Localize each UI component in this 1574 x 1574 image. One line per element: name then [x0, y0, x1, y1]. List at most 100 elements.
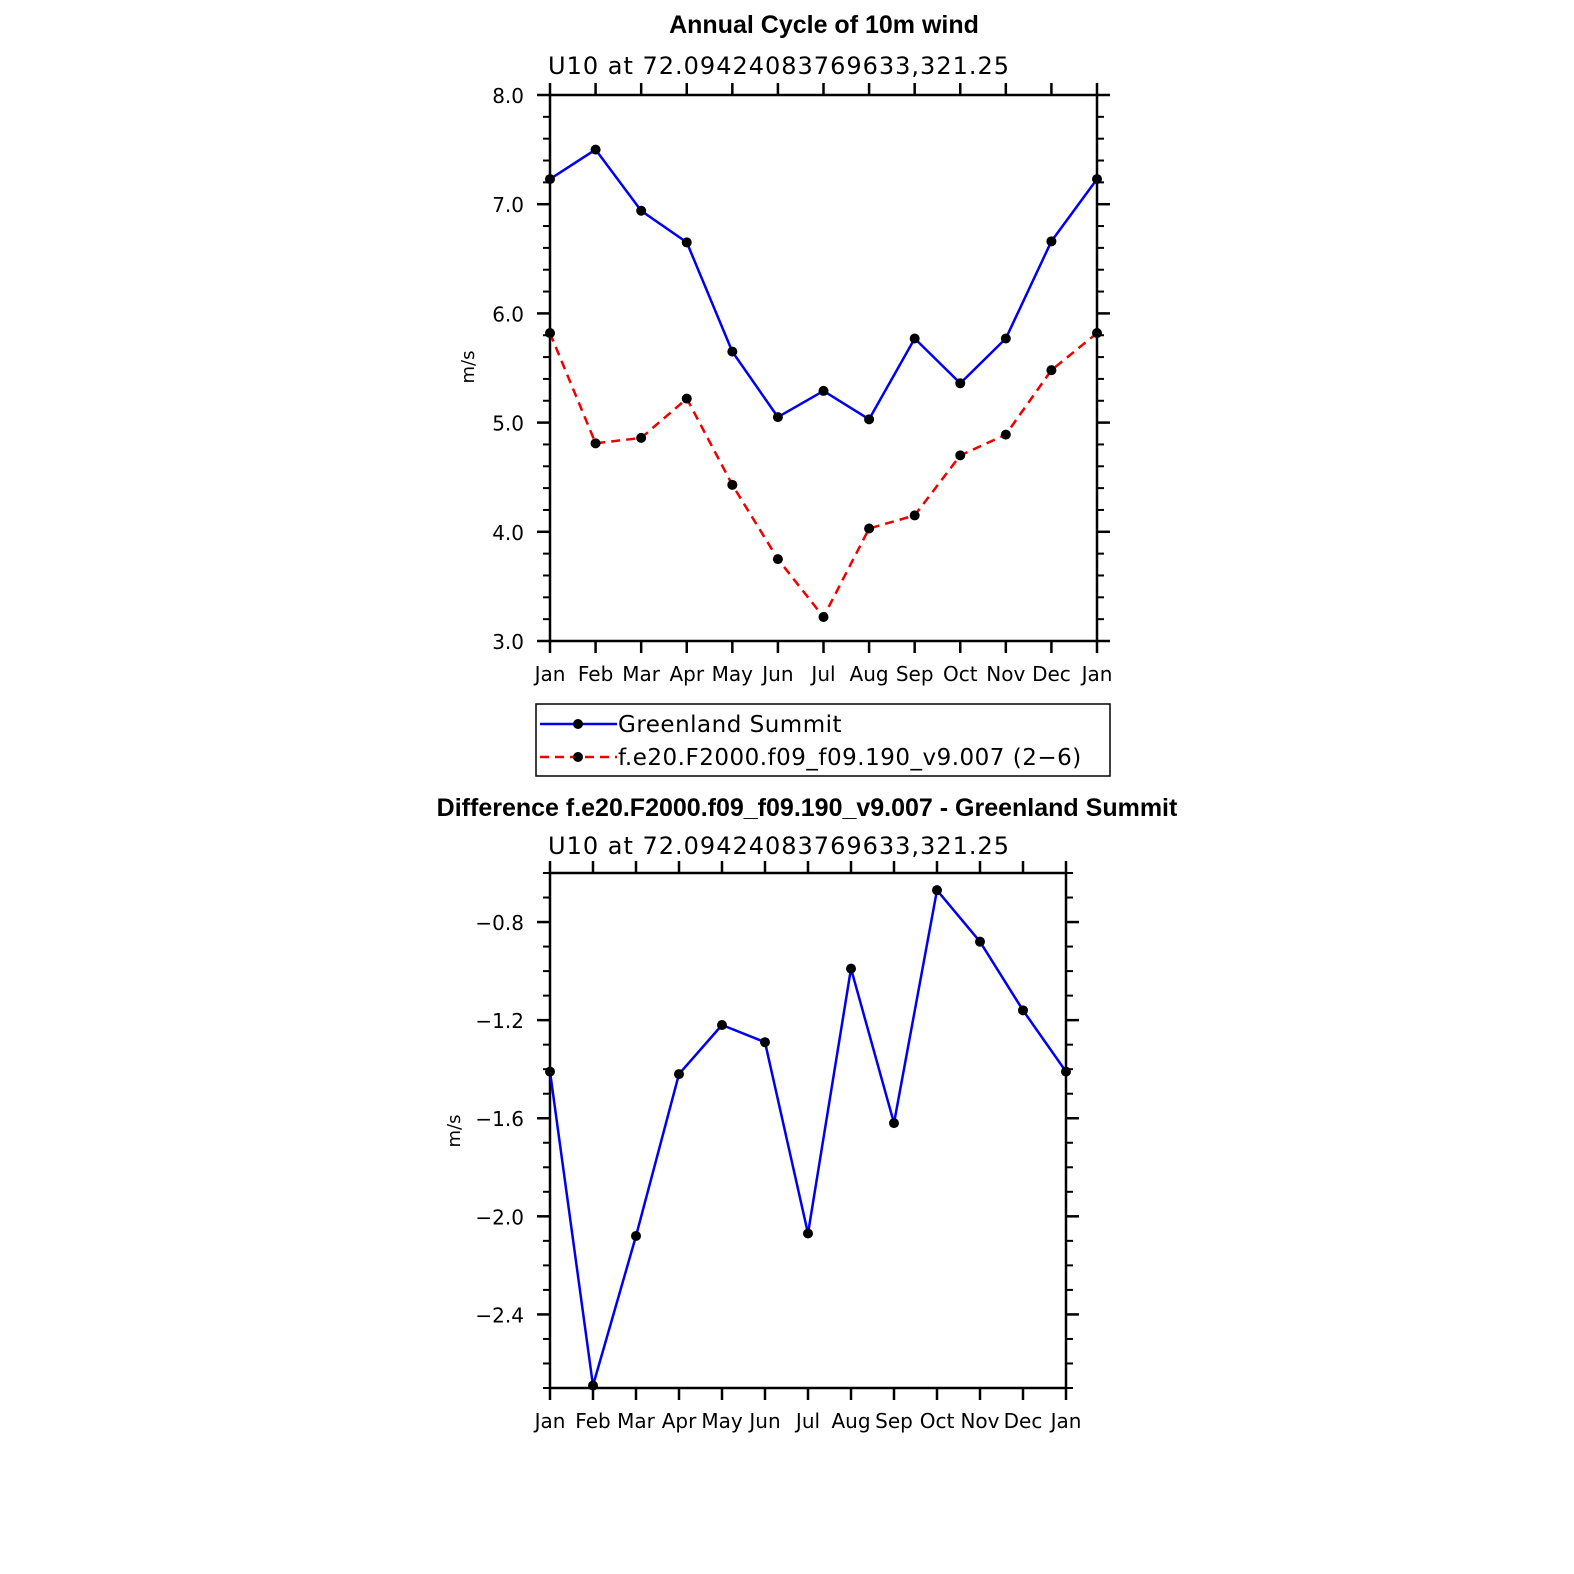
y-tick-label: 6.0 [492, 302, 524, 326]
x-tick-label: Jan [1080, 662, 1113, 686]
x-tick-label: Jan [533, 662, 566, 686]
data-point [909, 510, 920, 521]
x-tick-label: Jun [747, 1409, 780, 1433]
x-tick-label: Jul [794, 1409, 820, 1433]
data-point [1092, 174, 1102, 185]
data-point [717, 1020, 727, 1031]
data-point [864, 414, 875, 425]
panel1-minor-ticks [543, 115, 1104, 621]
y-tick-label: −2.0 [475, 1205, 524, 1229]
data-point [803, 1228, 813, 1239]
series-line-0 [549, 148, 1099, 421]
data-point [681, 393, 692, 404]
data-point [674, 1069, 684, 1080]
x-tick-label: Feb [578, 662, 613, 686]
x-tick-label: May [712, 662, 754, 686]
panel1-title: Annual Cycle of 10m wind [669, 11, 979, 39]
data-point [932, 885, 942, 896]
x-tick-label: Aug [850, 662, 889, 686]
x-tick-label: Nov [960, 1409, 999, 1433]
data-point [1000, 429, 1011, 440]
data-point [955, 378, 966, 389]
legend-marker-model [573, 752, 583, 762]
x-tick-label: Sep [875, 1409, 913, 1433]
panel2-y-tick-labels: −2.4 −2.0 −1.6 −1.2 −0.8 [475, 911, 524, 1327]
legend: Greenland Summit f.e20.F2000.f09_f09.190… [535, 703, 1111, 777]
data-point [588, 1380, 598, 1391]
panel2-x-tick-labels: Jan Feb Mar Apr May Jun Jul Aug Sep Oct Nov Dec Jan [533, 1409, 1082, 1433]
y-tick-label: 8.0 [492, 84, 524, 108]
y-tick-label: 3.0 [492, 630, 524, 654]
data-point [590, 144, 601, 155]
data-point [818, 611, 829, 622]
legend-marker-greenland [573, 719, 583, 729]
panel1-y-tick-labels: 3.0 4.0 5.0 6.0 7.0 8.0 [492, 84, 524, 654]
y-tick-label: 5.0 [492, 412, 524, 436]
data-point [818, 385, 829, 396]
y-tick-label: −1.6 [475, 1107, 524, 1131]
panel1-subtitle: U10 at 72.09424083769633,321.25 [548, 52, 1010, 80]
x-tick-label: Oct [943, 662, 978, 686]
panel1-series [545, 144, 1102, 622]
y-tick-label: 4.0 [492, 521, 524, 545]
data-point [1046, 365, 1057, 376]
x-tick-label: Dec [1032, 662, 1071, 686]
panel2-subtitle: U10 at 72.09424083769633,321.25 [548, 832, 1010, 860]
data-point [846, 963, 856, 974]
x-tick-label: Apr [662, 1409, 697, 1433]
data-point [545, 328, 555, 339]
data-point [545, 1066, 555, 1077]
data-point [864, 523, 875, 534]
x-tick-label: Mar [617, 1409, 656, 1433]
x-tick-label: Oct [920, 1409, 955, 1433]
x-tick-label: Dec [1004, 1409, 1043, 1433]
y-tick-label: −0.8 [475, 911, 524, 935]
x-tick-label: Jul [809, 662, 835, 686]
panel2-ylabel: m/s [444, 1115, 465, 1148]
data-point [889, 1118, 899, 1129]
data-point [681, 237, 692, 248]
data-point [1061, 1066, 1071, 1077]
x-tick-label: Jun [760, 662, 793, 686]
panel1-plot-frame [548, 93, 1099, 643]
data-point [1018, 1005, 1028, 1016]
data-point [975, 936, 985, 947]
panel2-series [545, 885, 1071, 1391]
x-tick-label: Jan [533, 1409, 566, 1433]
series-line-0 [548, 888, 1068, 1387]
data-point [631, 1230, 641, 1241]
data-point [545, 174, 555, 185]
data-point [909, 333, 920, 344]
panel1-x-tick-labels: Jan Feb Mar Apr May Jun Jul Aug Sep Oct Nov Dec Jan [533, 662, 1113, 686]
data-point [636, 205, 647, 216]
annual-cycle-panel: Annual Cycle of 10m wind U10 at 72.09424… [458, 11, 1113, 777]
data-point [590, 438, 601, 449]
x-tick-label: Mar [622, 662, 661, 686]
legend-label-model: f.e20.F2000.f09_f09.190_v9.007 (2−6) [618, 745, 1082, 771]
data-point [1092, 328, 1102, 339]
data-point [1000, 333, 1011, 344]
y-tick-label: −1.2 [475, 1009, 524, 1033]
panel2-plot-frame [548, 871, 1068, 1390]
data-point [772, 554, 783, 565]
x-tick-label: Nov [986, 662, 1025, 686]
data-point [760, 1037, 770, 1048]
x-tick-label: Feb [575, 1409, 610, 1433]
series-line-1 [548, 332, 1098, 619]
x-tick-label: May [701, 1409, 743, 1433]
data-point [727, 479, 738, 490]
difference-panel: Difference f.e20.F2000.f09_f09.190_v9.00… [437, 794, 1178, 1433]
panel1-ylabel: m/s [458, 351, 479, 384]
x-tick-label: Sep [896, 662, 934, 686]
data-point [727, 346, 738, 357]
panel2-title: Difference f.e20.F2000.f09_f09.190_v9.00… [437, 794, 1178, 822]
data-point [636, 432, 647, 443]
data-point [772, 412, 783, 423]
panel1-major-ticks [537, 83, 1110, 653]
x-tick-label: Jan [1049, 1409, 1082, 1433]
data-point [955, 450, 966, 461]
panel2-major-ticks [537, 861, 1079, 1400]
y-tick-label: −2.4 [475, 1303, 524, 1327]
x-tick-label: Aug [831, 1409, 870, 1433]
legend-box [535, 703, 1111, 777]
